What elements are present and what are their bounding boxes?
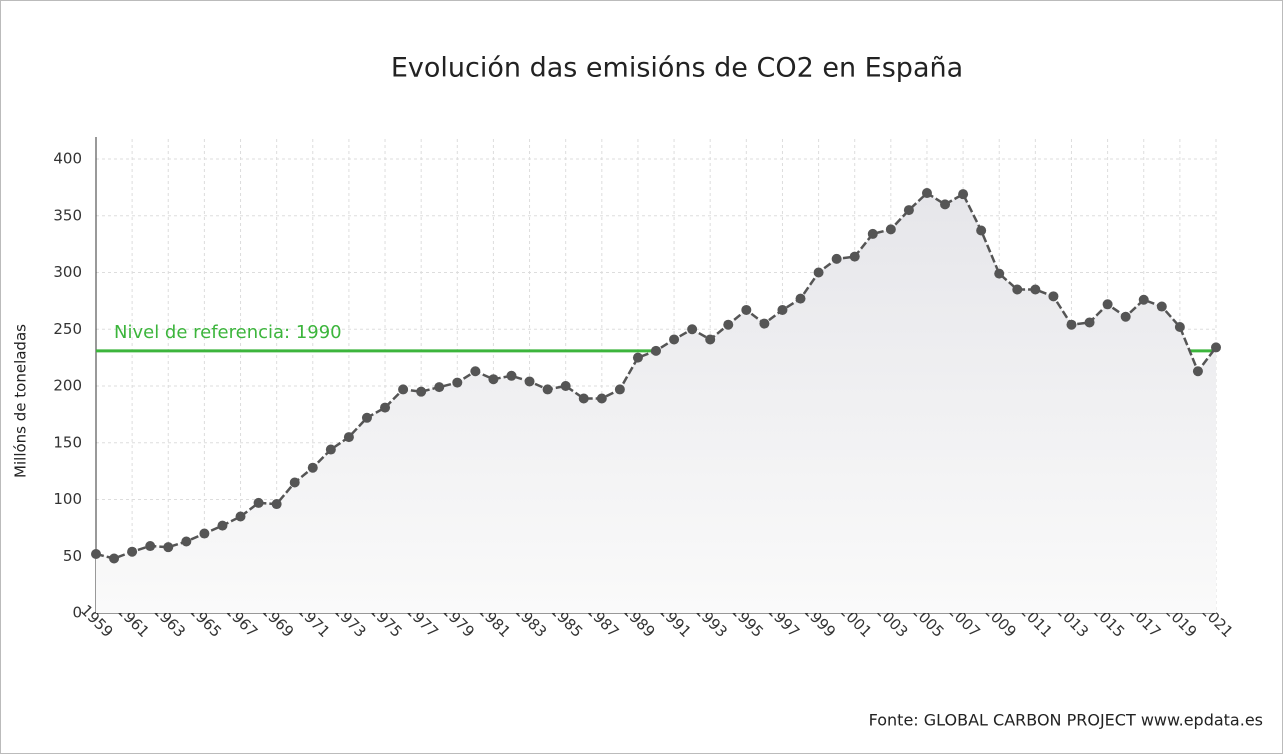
point bbox=[885, 224, 896, 235]
point bbox=[91, 548, 101, 559]
point bbox=[506, 370, 517, 381]
y-axis-label: Millóns de toneladas bbox=[12, 324, 30, 478]
point bbox=[109, 553, 120, 564]
point bbox=[813, 267, 824, 278]
point bbox=[777, 304, 788, 315]
point bbox=[253, 497, 264, 508]
point bbox=[831, 253, 842, 264]
point bbox=[632, 352, 643, 363]
point bbox=[1030, 284, 1041, 295]
point bbox=[325, 444, 336, 455]
point bbox=[1066, 319, 1077, 330]
point bbox=[759, 318, 770, 329]
point bbox=[705, 334, 716, 345]
point bbox=[1192, 366, 1203, 377]
y-tick-label: 100 bbox=[53, 490, 82, 508]
point bbox=[560, 381, 571, 391]
point bbox=[488, 374, 499, 385]
point bbox=[289, 477, 300, 488]
point bbox=[1211, 342, 1221, 353]
source: Fonte: GLOBAL CARBON PROJECT www.epdata.… bbox=[869, 711, 1263, 730]
point bbox=[614, 384, 625, 395]
area bbox=[96, 193, 1216, 614]
point bbox=[542, 384, 553, 395]
point bbox=[958, 189, 969, 200]
point bbox=[687, 324, 698, 335]
point bbox=[940, 199, 951, 210]
point bbox=[849, 251, 860, 262]
point bbox=[361, 412, 372, 423]
point bbox=[416, 386, 427, 397]
point bbox=[127, 546, 138, 557]
point bbox=[596, 393, 607, 404]
point bbox=[398, 384, 409, 395]
point bbox=[1156, 301, 1167, 312]
point bbox=[1012, 284, 1023, 295]
y-tick-label: 400 bbox=[53, 150, 82, 168]
point bbox=[994, 268, 1005, 279]
point bbox=[741, 304, 752, 315]
point bbox=[307, 462, 318, 473]
point bbox=[380, 402, 391, 413]
point bbox=[271, 499, 282, 510]
y-tick-label: 150 bbox=[53, 433, 82, 451]
point bbox=[1102, 299, 1113, 310]
y-tick-label: 0 bbox=[72, 604, 82, 622]
point bbox=[921, 188, 932, 199]
point bbox=[1120, 311, 1131, 322]
point bbox=[343, 432, 354, 443]
y-tick-label: 200 bbox=[53, 377, 82, 395]
point bbox=[163, 542, 174, 553]
point bbox=[217, 520, 228, 531]
point bbox=[452, 377, 463, 388]
point bbox=[470, 366, 481, 377]
point bbox=[976, 225, 987, 236]
point bbox=[181, 536, 192, 547]
point bbox=[651, 345, 661, 356]
point bbox=[1174, 321, 1185, 332]
point bbox=[723, 319, 734, 330]
point bbox=[578, 393, 589, 404]
point bbox=[1048, 291, 1059, 302]
point bbox=[235, 511, 246, 522]
point bbox=[1084, 317, 1095, 328]
point bbox=[903, 205, 914, 216]
point bbox=[669, 334, 680, 345]
point bbox=[434, 382, 445, 393]
point bbox=[145, 541, 156, 552]
chart-title: Evolución das emisións de CO2 en España bbox=[391, 53, 963, 84]
point bbox=[867, 228, 878, 239]
reference-label: Nivel de referencia: 1990 bbox=[114, 322, 342, 343]
y-tick-label: 250 bbox=[53, 320, 82, 338]
y-tick-label: 50 bbox=[63, 547, 82, 565]
y-tick-label: 350 bbox=[53, 206, 82, 224]
point bbox=[199, 528, 210, 539]
y-tick-label: 300 bbox=[53, 263, 82, 281]
point bbox=[524, 376, 535, 387]
point bbox=[1138, 294, 1149, 305]
point bbox=[795, 293, 806, 304]
